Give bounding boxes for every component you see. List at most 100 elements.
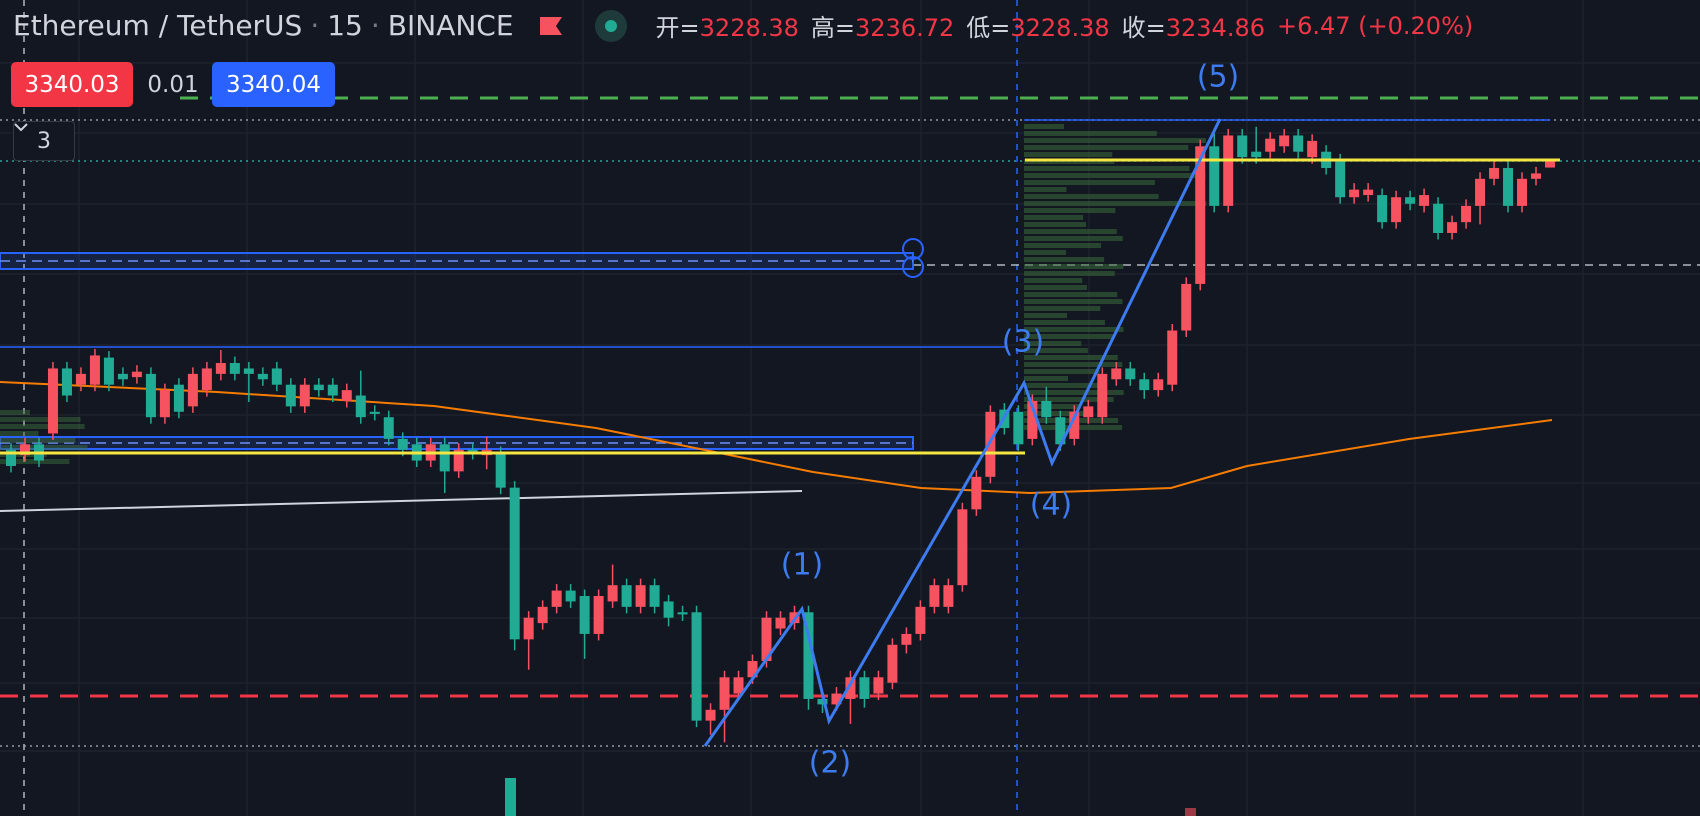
- flag-icon[interactable]: [538, 15, 564, 37]
- candle-body: [859, 677, 870, 699]
- profile-row: [1024, 264, 1124, 269]
- candle-body: [845, 677, 856, 699]
- candle-body: [1055, 417, 1066, 445]
- candle-body: [6, 449, 16, 466]
- candle-body: [341, 390, 352, 401]
- profile-row: [1024, 369, 1100, 374]
- profile-row: [1024, 145, 1189, 150]
- profile-row: [1024, 271, 1115, 276]
- profile-row: [1024, 383, 1106, 388]
- symbol[interactable]: Ethereum / TetherUS: [13, 9, 303, 42]
- candle-body: [1237, 135, 1248, 158]
- candle-body: [1419, 195, 1430, 206]
- profile-row: [1024, 152, 1113, 157]
- candle-body: [1433, 203, 1444, 233]
- profile-row: [1024, 397, 1114, 402]
- profile-row: [1024, 292, 1118, 297]
- candle-body: [285, 384, 296, 407]
- profile-row: [1024, 334, 1115, 339]
- sell-button[interactable]: 3340.03: [11, 62, 133, 107]
- profile-row: [1024, 166, 1190, 171]
- profile-row: [1024, 320, 1105, 325]
- profile-row: [1024, 306, 1101, 311]
- candle-body: [887, 644, 898, 683]
- candle-body: [1391, 197, 1402, 223]
- candle-body: [1139, 379, 1150, 391]
- profile-row: [1024, 215, 1084, 220]
- status-icon[interactable]: [594, 9, 628, 43]
- handle: [902, 256, 924, 278]
- candle-body: [299, 384, 310, 407]
- candle-body: [1475, 178, 1486, 206]
- profile-row: [0, 431, 39, 436]
- profile-row: [1024, 222, 1086, 227]
- candle-body: [47, 368, 58, 434]
- candle-body: [621, 585, 632, 607]
- profile-row: [1024, 348, 1088, 353]
- profile-row: [1024, 194, 1159, 199]
- candle-body: [369, 411, 380, 414]
- candle-body: [957, 509, 968, 586]
- candle-body: [1489, 167, 1500, 179]
- candle-body: [439, 444, 450, 472]
- indicator-toggle[interactable]: 3: [13, 121, 75, 161]
- legend: Ethereum / TetherUS · 15 · BINANCE 开=3228.…: [13, 9, 1474, 43]
- candle-body: [747, 661, 758, 678]
- candle-body: [145, 373, 156, 418]
- candle-body: [635, 585, 646, 607]
- exchange: BINANCE: [387, 9, 514, 42]
- ohlc-value: 3236.72: [855, 14, 955, 42]
- candle-body: [929, 585, 940, 607]
- candle-body: [551, 590, 562, 607]
- profile-row: [1024, 187, 1067, 192]
- candle-body: [313, 384, 324, 391]
- candle-body: [1461, 205, 1472, 223]
- profile-row: [1024, 376, 1069, 381]
- candle-body: [915, 606, 926, 634]
- candle-body: [467, 449, 478, 453]
- candle-body: [1041, 400, 1052, 418]
- profile-row: [1024, 138, 1206, 143]
- candle-body: [509, 487, 520, 640]
- candle-body: [1405, 197, 1416, 204]
- candle-body: [565, 590, 576, 602]
- candle-body: [1069, 411, 1080, 439]
- candle-body: [1279, 135, 1290, 147]
- candle-body: [761, 617, 772, 662]
- buy-price[interactable]: 3340.04: [225, 71, 322, 98]
- sell-price[interactable]: 3340.03: [24, 71, 120, 98]
- candle-body: [523, 617, 534, 640]
- candle-body: [775, 617, 786, 629]
- candles: [6, 126, 1555, 743]
- wave-label: (5): [1197, 60, 1240, 95]
- candle-body: [719, 677, 730, 710]
- ohlc-label: 收=: [1121, 14, 1166, 42]
- candle-body: [579, 596, 590, 634]
- interval[interactable]: 15: [327, 9, 363, 42]
- candle-body: [187, 373, 198, 407]
- candle-body: [733, 677, 744, 694]
- spread-value: 0.01: [147, 71, 199, 98]
- elliott-wave: [703, 118, 1222, 747]
- moving-average: [0, 381, 1553, 495]
- buy-button[interactable]: 3340.04: [212, 62, 335, 107]
- profile-row: [1024, 285, 1087, 290]
- candle-body: [1209, 146, 1220, 206]
- candle-body: [453, 449, 464, 472]
- wave-label: (4): [1030, 488, 1073, 523]
- candle-body: [495, 452, 506, 488]
- candle-body: [1545, 160, 1555, 168]
- volume-profile: [0, 124, 1207, 464]
- candle-body: [1181, 283, 1192, 331]
- candle-body: [1447, 222, 1458, 233]
- candle-body: [901, 633, 912, 645]
- change: +6.47 (+0.20%): [1276, 11, 1474, 40]
- candle-body: [537, 606, 548, 624]
- profile-row: [1024, 201, 1207, 206]
- profile-row: [1024, 208, 1116, 213]
- candle-body: [1335, 160, 1346, 198]
- profile-row: [1024, 173, 1206, 178]
- ohlc-label: 高=: [810, 14, 856, 42]
- candle-body: [971, 476, 982, 510]
